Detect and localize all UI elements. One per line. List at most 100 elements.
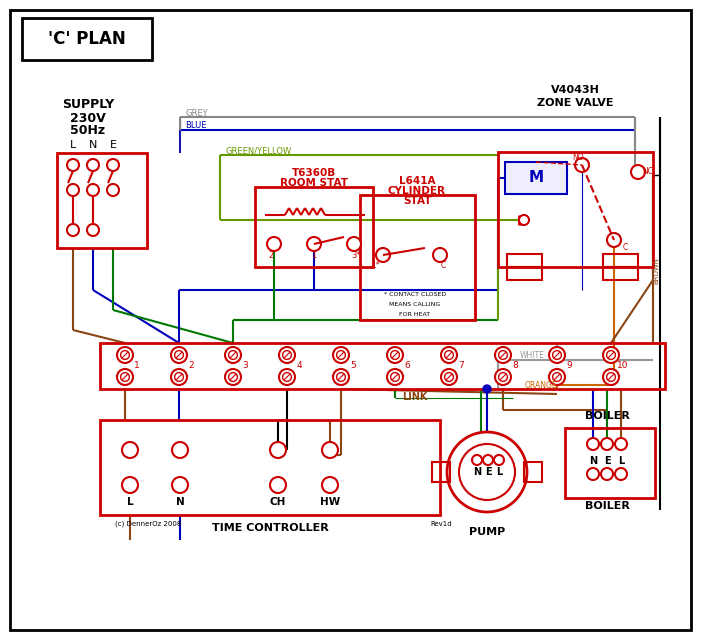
Circle shape [283, 351, 291, 360]
Circle shape [229, 372, 237, 381]
Text: 8: 8 [512, 362, 518, 370]
Circle shape [307, 237, 321, 251]
Circle shape [175, 351, 183, 360]
Text: L: L [496, 467, 502, 477]
Text: 2: 2 [268, 251, 274, 260]
Circle shape [122, 477, 138, 493]
Bar [524, 462, 542, 482]
Circle shape [387, 369, 403, 385]
Circle shape [87, 159, 99, 171]
Circle shape [107, 159, 119, 171]
Circle shape [459, 444, 515, 500]
Circle shape [441, 347, 457, 363]
Circle shape [603, 347, 619, 363]
Text: L641A: L641A [399, 176, 435, 186]
Circle shape [121, 351, 129, 360]
Bar [603, 254, 638, 267]
Circle shape [601, 438, 613, 450]
Circle shape [615, 468, 627, 480]
Text: 50Hz: 50Hz [70, 124, 105, 138]
Circle shape [229, 351, 237, 360]
Circle shape [225, 347, 241, 363]
Circle shape [387, 347, 403, 363]
Text: (c) DennerOz 2008: (c) DennerOz 2008 [115, 520, 181, 528]
Circle shape [601, 468, 613, 480]
Circle shape [279, 347, 295, 363]
Text: GREEN/YELLOW: GREEN/YELLOW [225, 147, 291, 156]
Text: L: L [618, 456, 624, 466]
Circle shape [87, 224, 99, 236]
Text: 230V: 230V [70, 112, 106, 124]
Circle shape [225, 369, 241, 385]
Text: PUMP: PUMP [469, 527, 505, 537]
Circle shape [117, 369, 133, 385]
Circle shape [376, 248, 390, 262]
Text: Rev1d: Rev1d [430, 521, 451, 527]
Text: L: L [70, 140, 76, 150]
Text: M: M [529, 171, 543, 185]
Circle shape [587, 468, 599, 480]
Text: HW: HW [320, 497, 340, 507]
Bar [507, 267, 542, 280]
Circle shape [603, 369, 619, 385]
Text: E: E [484, 467, 491, 477]
Text: CYLINDER: CYLINDER [388, 186, 446, 196]
Text: N: N [89, 140, 97, 150]
Text: 'C' PLAN: 'C' PLAN [48, 30, 126, 48]
Circle shape [336, 372, 345, 381]
Text: E: E [604, 456, 610, 466]
Circle shape [607, 372, 616, 381]
Circle shape [67, 224, 79, 236]
Text: FOR HEAT: FOR HEAT [399, 313, 430, 317]
Circle shape [267, 237, 281, 251]
Circle shape [444, 372, 453, 381]
Text: ORANGE: ORANGE [525, 381, 557, 390]
Bar [22, 18, 152, 60]
Text: GREY: GREY [185, 108, 208, 117]
Text: ROOM STAT: ROOM STAT [280, 178, 348, 188]
Circle shape [494, 455, 504, 465]
Circle shape [498, 351, 508, 360]
Text: 1: 1 [134, 362, 140, 370]
Bar [100, 420, 440, 515]
Text: N: N [473, 467, 481, 477]
Circle shape [333, 369, 349, 385]
Circle shape [283, 372, 291, 381]
Text: BROWN: BROWN [653, 256, 659, 283]
Bar [432, 462, 450, 482]
Text: 6: 6 [404, 362, 410, 370]
Circle shape [390, 351, 399, 360]
Text: 2: 2 [188, 362, 194, 370]
Circle shape [433, 248, 447, 262]
Text: 10: 10 [617, 362, 629, 370]
Text: 3: 3 [242, 362, 248, 370]
Circle shape [172, 442, 188, 458]
Bar [360, 195, 475, 320]
Circle shape [498, 372, 508, 381]
Circle shape [483, 385, 491, 393]
Bar [57, 153, 147, 248]
Text: 1*: 1* [371, 262, 380, 271]
Text: 3*: 3* [351, 251, 361, 260]
Circle shape [549, 347, 565, 363]
Circle shape [333, 347, 349, 363]
Circle shape [587, 438, 599, 450]
Circle shape [607, 351, 616, 360]
Text: L: L [126, 497, 133, 507]
Text: BOILER: BOILER [585, 501, 630, 511]
Circle shape [171, 369, 187, 385]
Circle shape [117, 347, 133, 363]
Circle shape [270, 442, 286, 458]
Circle shape [441, 369, 457, 385]
Text: TIME CONTROLLER: TIME CONTROLLER [211, 523, 329, 533]
Circle shape [519, 215, 529, 225]
Circle shape [122, 442, 138, 458]
Text: ZONE VALVE: ZONE VALVE [537, 98, 614, 108]
Circle shape [607, 233, 621, 247]
Text: C: C [623, 244, 628, 253]
Circle shape [495, 369, 511, 385]
Circle shape [107, 184, 119, 196]
Text: NC: NC [642, 167, 654, 176]
Text: LINK: LINK [402, 392, 428, 402]
Bar [505, 162, 567, 194]
